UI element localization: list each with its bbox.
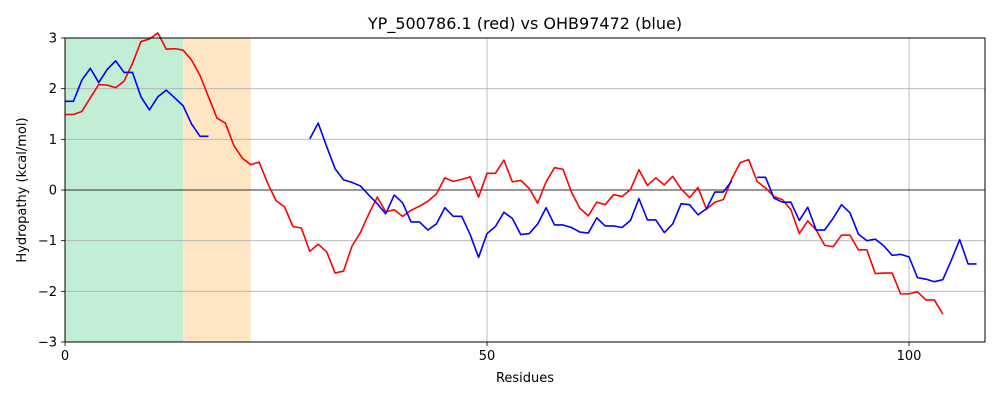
series-group bbox=[65, 32, 977, 315]
tick-marks bbox=[61, 37, 910, 346]
series-1-line-segment-2 bbox=[757, 176, 977, 283]
series-0-line-segment-0 bbox=[65, 32, 944, 315]
tick-labels: 0 50 100 −3 −2 −1 0 1 2 3 bbox=[38, 32, 922, 365]
y-tick-label: −3 bbox=[38, 336, 57, 351]
y-tick-label: −2 bbox=[38, 285, 57, 300]
y-tick-label: 2 bbox=[49, 82, 57, 97]
y-tick-label: 0 bbox=[49, 184, 57, 199]
x-tick-label: 0 bbox=[61, 349, 69, 364]
x-tick-label: 100 bbox=[897, 349, 922, 364]
y-axis-label: Hydropathy (kcal/mol) bbox=[15, 117, 30, 262]
x-tick-label: 50 bbox=[479, 349, 496, 364]
y-tick-label: 3 bbox=[49, 32, 57, 47]
y-tick-label: 1 bbox=[49, 133, 57, 148]
y-tick-label: −1 bbox=[38, 234, 57, 249]
series-1-line-segment-1 bbox=[309, 122, 733, 259]
x-axis-label: Residues bbox=[496, 371, 554, 386]
series-1-line-segment-0 bbox=[65, 59, 209, 138]
chart-title: YP_500786.1 (red) vs OHB97472 (blue) bbox=[367, 14, 682, 34]
